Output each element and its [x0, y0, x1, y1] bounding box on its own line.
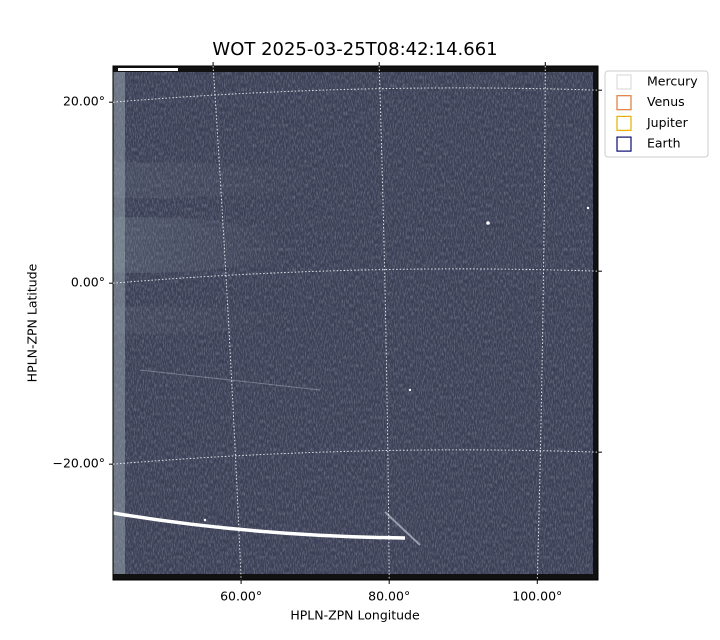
x-axis-label: HPLN-ZPN Longitude — [290, 608, 420, 623]
legend-marker — [616, 74, 632, 90]
legend-marker — [616, 115, 632, 132]
plot-frame — [112, 65, 599, 581]
y-tick-label: −20.00° — [52, 456, 105, 471]
legend-frame — [604, 70, 709, 158]
legend-marker — [616, 95, 632, 111]
x-tick-label: 100.00° — [512, 589, 562, 604]
y-tick-label: 20.00° — [63, 94, 105, 109]
legend: Mercury Venus Jupiter Earth — [604, 70, 709, 158]
grid-line — [112, 87, 599, 103]
grid-line — [212, 65, 242, 581]
grid-line — [112, 268, 599, 284]
y-tick-label: 0.00° — [71, 275, 105, 290]
legend-label: Earth — [647, 136, 681, 151]
image — [113, 66, 598, 580]
chart-title: WOT 2025-03-25T08:42:14.661 — [212, 39, 497, 60]
x-tick-label: 80.00° — [368, 589, 410, 604]
grid-line — [378, 65, 390, 581]
legend-label: Venus — [647, 94, 685, 109]
legend-label: Mercury — [647, 74, 698, 89]
grid-line — [536, 65, 546, 581]
x-tick-label: 60.00° — [220, 589, 262, 604]
grid-line — [112, 449, 599, 465]
legend-marker — [616, 136, 632, 152]
y-axis-label: HPLN-ZPN Latitude — [25, 263, 40, 382]
legend-label: Jupiter — [646, 115, 689, 130]
